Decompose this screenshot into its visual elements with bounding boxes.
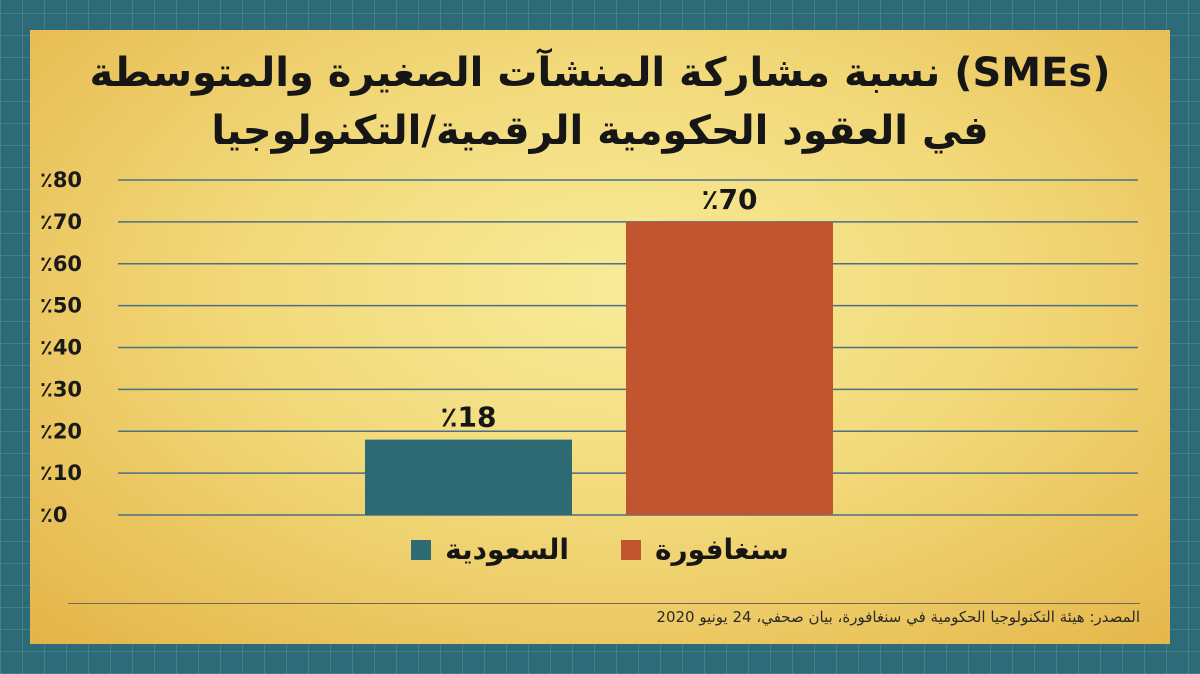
bar-value-label-0: ٪18 bbox=[440, 401, 496, 434]
y-tick-label-70: ٪70 bbox=[40, 210, 82, 234]
legend-item-singapore: سنغافورة bbox=[621, 533, 789, 566]
y-tick-label-10: ٪10 bbox=[40, 461, 82, 485]
y-tick-label-80: ٪80 bbox=[40, 168, 82, 192]
chart-title-line2: في العقود الحكومية الرقمية/التكنولوجيا bbox=[211, 108, 989, 154]
chart-panel: نسبة مشاركة المنشآت الصغيرة والمتوسطة (S… bbox=[30, 30, 1170, 644]
source-note: المصدر: هيئة التكنولوجيا الحكومية في سنغ… bbox=[656, 608, 1140, 626]
legend: سنغافورة السعودية bbox=[30, 533, 1170, 566]
y-tick-label-40: ٪40 bbox=[40, 336, 82, 360]
bar-chart: ٪0 ٪10 ٪20 ٪30 ٪40 ٪50 ٪60 ٪70 ٪80 ٪18 ٪70 bbox=[40, 168, 1138, 527]
chart-title-line1: نسبة مشاركة المنشآت الصغيرة والمتوسطة (S… bbox=[89, 50, 1111, 96]
y-tick-label-30: ٪30 bbox=[40, 377, 82, 401]
y-tick-label-60: ٪60 bbox=[40, 252, 82, 276]
bar-0 bbox=[365, 439, 572, 515]
bar-1 bbox=[626, 221, 833, 515]
legend-label-singapore: سنغافورة bbox=[655, 533, 789, 566]
legend-label-saudi: السعودية bbox=[445, 533, 569, 566]
y-tick-label-20: ٪20 bbox=[40, 419, 82, 443]
y-tick-label-50: ٪50 bbox=[40, 294, 82, 318]
legend-swatch-singapore bbox=[621, 539, 641, 560]
legend-item-saudi: السعودية bbox=[411, 533, 569, 566]
source-divider bbox=[68, 603, 1140, 604]
legend-swatch-saudi bbox=[411, 539, 432, 560]
bar-value-label-1: ٪70 bbox=[701, 183, 757, 216]
y-tick-label-0: ٪0 bbox=[40, 503, 67, 527]
